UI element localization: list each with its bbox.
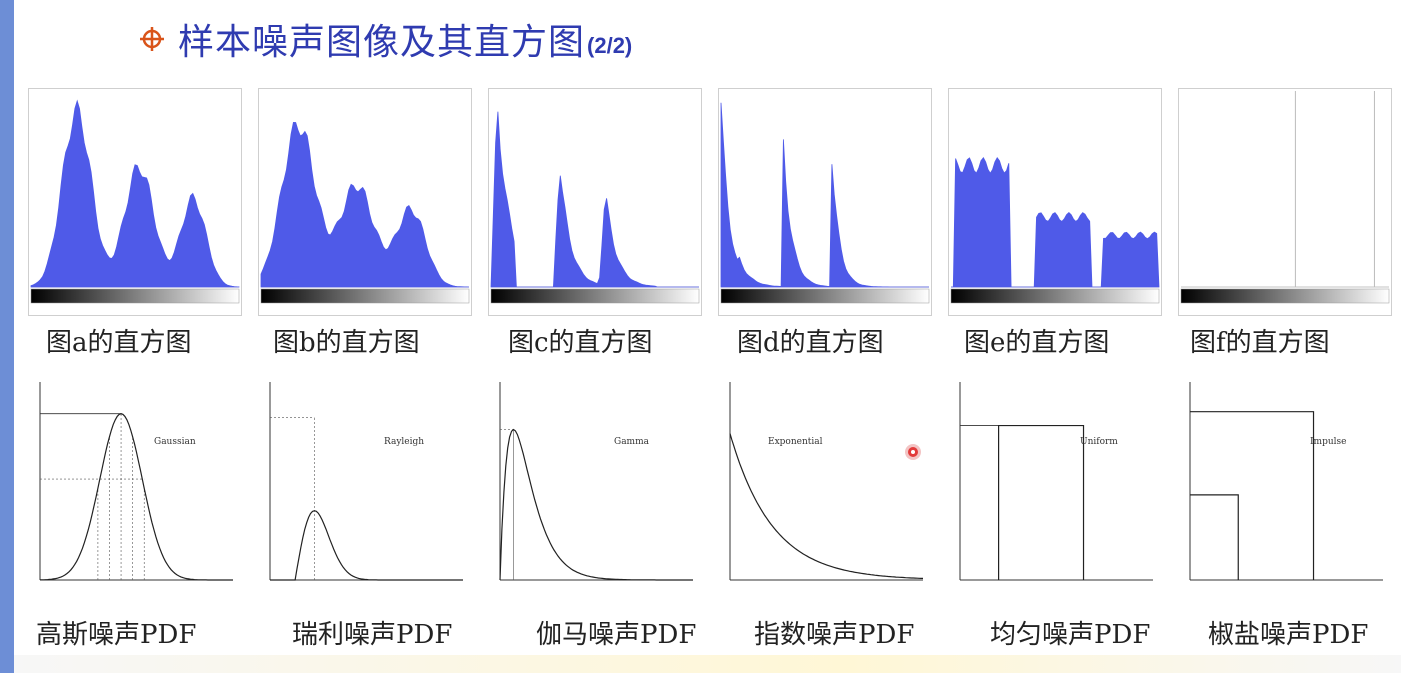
pdf-curve-label: Gamma — [614, 437, 650, 447]
histogram-plot — [1180, 91, 1390, 304]
histogram-caption: 图f的直方图 — [1190, 328, 1330, 358]
histogram-panel — [718, 88, 932, 316]
gray-level-gradient-bar — [30, 288, 240, 304]
pdf-curve-label: Gaussian — [154, 437, 196, 447]
pdf-curve-label: Impulse — [1310, 437, 1346, 447]
histogram-panel — [258, 88, 472, 316]
pdf-caption: 指数噪声PDF — [754, 620, 915, 650]
histogram-plot — [490, 111, 700, 304]
histogram-plot — [260, 121, 470, 304]
pdf-curve-label: Rayleigh — [384, 437, 424, 447]
pdf-curve-label: Uniform — [1080, 437, 1118, 447]
pdf-curve-label: Exponential — [768, 437, 823, 447]
pdf-curve — [39, 413, 233, 581]
pdf-caption: 椒盐噪声PDF — [1208, 620, 1369, 650]
pdf-plot: Gaussian — [39, 382, 233, 581]
slide-bottom-band — [14, 655, 1401, 673]
pointer-dot-icon — [905, 444, 921, 460]
pdf-curve — [270, 510, 463, 581]
histogram-panel — [1178, 88, 1392, 316]
histogram-bars — [260, 121, 470, 288]
pdf-plot: Rayleigh — [269, 382, 463, 581]
histogram-caption: 图d的直方图 — [737, 328, 884, 358]
histogram-bars — [30, 99, 240, 288]
slide-title: 样本噪声图像及其直方图 (2/2) — [138, 14, 632, 64]
pdf-curve — [729, 433, 923, 579]
gray-level-gradient-bar — [950, 288, 1160, 304]
histogram-bars — [720, 102, 929, 288]
pdf-plot: Impulse — [1189, 382, 1383, 581]
title-page-indicator: (2/2) — [587, 33, 633, 58]
histogram-panel — [28, 88, 242, 316]
title-text: 样本噪声图像及其直方图 — [178, 22, 586, 63]
pdf-plot: Uniform — [959, 382, 1153, 581]
crosshair-bullet-icon — [140, 27, 164, 51]
slide-canvas — [14, 0, 1401, 673]
pdf-caption: 伽马噪声PDF — [536, 620, 697, 650]
gray-level-gradient-bar — [260, 288, 470, 304]
gray-level-gradient-bar — [720, 288, 930, 304]
pdf-curve — [499, 428, 693, 581]
pdf-caption: 均匀噪声PDF — [990, 620, 1151, 650]
histogram-caption: 图c的直方图 — [508, 328, 653, 358]
pdf-curve — [998, 424, 1085, 580]
pdf-plot: Exponential — [729, 382, 923, 581]
histogram-panel — [488, 88, 702, 316]
histogram-bars — [951, 156, 1160, 288]
histogram-plot — [950, 156, 1160, 304]
pdf-plot: Gamma — [499, 382, 693, 581]
histogram-bars — [490, 111, 699, 288]
slide-side-edge — [0, 0, 14, 673]
histogram-plot — [720, 102, 930, 304]
histogram-caption: 图a的直方图 — [46, 328, 192, 358]
pdf-caption: 高斯噪声PDF — [36, 620, 197, 650]
pdf-curve — [1190, 411, 1315, 580]
pdf-caption: 瑞利噪声PDF — [292, 620, 453, 650]
histogram-plot — [30, 99, 240, 304]
histogram-caption: 图b的直方图 — [273, 328, 420, 358]
histogram-panel — [948, 88, 1162, 316]
gray-level-gradient-bar — [490, 288, 700, 304]
histogram-caption: 图e的直方图 — [964, 328, 1110, 358]
gray-level-gradient-bar — [1180, 288, 1390, 304]
